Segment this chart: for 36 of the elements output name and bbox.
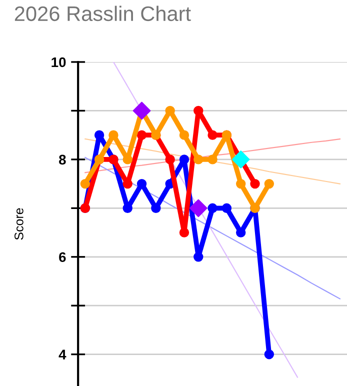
point: [189, 199, 208, 218]
point: [94, 130, 104, 140]
y-tick-label: 4: [58, 350, 66, 360]
point: [108, 130, 118, 140]
y-tick-label: 10: [52, 57, 66, 68]
chart-title: 2026 Rasslin Chart: [14, 6, 191, 22]
point: [236, 178, 246, 189]
point: [232, 150, 250, 168]
point: [208, 154, 218, 164]
point: [179, 130, 190, 140]
point: [250, 178, 260, 189]
point: [236, 228, 246, 238]
y-tick-label: 6: [59, 252, 66, 262]
point: [194, 252, 204, 262]
point: [264, 349, 274, 360]
point: [151, 203, 161, 214]
y-axis-title: Score: [14, 208, 24, 240]
point: [136, 178, 147, 189]
y-tick-label: 8: [58, 154, 66, 165]
point: [136, 130, 147, 140]
point: [208, 203, 218, 214]
point: [122, 203, 132, 214]
point: [165, 154, 175, 164]
point: [132, 102, 151, 120]
point: [80, 178, 90, 189]
point: [222, 203, 232, 214]
line-series: [84, 138, 340, 174]
point: [179, 154, 190, 164]
point: [179, 228, 190, 238]
point: [194, 106, 204, 116]
point: [122, 154, 132, 164]
point: [165, 106, 175, 116]
point: [194, 154, 204, 164]
point: [208, 130, 218, 140]
point: [122, 178, 132, 189]
point: [264, 178, 274, 189]
